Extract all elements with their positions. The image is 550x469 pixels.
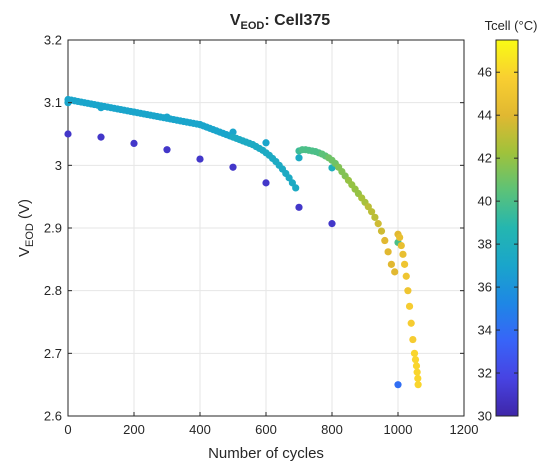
data-point xyxy=(394,381,402,389)
data-point xyxy=(404,287,412,295)
grid-lines xyxy=(68,40,464,416)
x-tick-label: 800 xyxy=(321,422,343,437)
data-point xyxy=(407,319,415,327)
data-point xyxy=(396,233,404,241)
data-point xyxy=(381,236,389,245)
title-suffix: : Cell375 xyxy=(264,12,330,29)
colorbar-tick-label: 46 xyxy=(478,65,492,80)
data-point xyxy=(328,220,336,228)
data-point xyxy=(387,260,395,268)
data-point xyxy=(411,356,420,364)
y-tick-label: 2.9 xyxy=(44,221,62,236)
title-main: V xyxy=(230,12,241,29)
colorbar-tick-label: 32 xyxy=(478,366,492,381)
x-tick-label: 1000 xyxy=(384,422,413,437)
data-point xyxy=(295,203,303,211)
data-point xyxy=(368,208,376,216)
y-label-suffix: (V) xyxy=(16,199,33,223)
data-point xyxy=(413,368,421,376)
colorbar-ticks: 30 32 34 36 38 40 42 44 46 xyxy=(478,65,518,424)
x-tick-label: 400 xyxy=(189,422,211,437)
data-point xyxy=(371,213,379,221)
data-point xyxy=(409,335,417,344)
x-axis-label: Number of cycles xyxy=(208,445,324,462)
data-points xyxy=(64,95,422,389)
data-point xyxy=(410,349,419,357)
y-tick-label: 3.2 xyxy=(44,33,62,48)
data-point xyxy=(262,139,270,147)
data-point xyxy=(64,130,72,138)
data-point xyxy=(391,268,399,276)
y-tick-label: 3 xyxy=(55,158,62,173)
y-tick-label: 2.7 xyxy=(44,346,62,361)
y-label-subscript: EOD xyxy=(24,223,36,247)
colorbar-label: Tcell (°C) xyxy=(485,18,538,33)
data-point xyxy=(414,381,422,389)
y-tick-label: 2.6 xyxy=(44,409,62,424)
y-tick-label: 2.8 xyxy=(44,283,62,298)
data-point xyxy=(196,155,204,163)
y-axis-label: VEOD (V) xyxy=(16,199,36,257)
title-subscript: EOD xyxy=(241,20,265,32)
x-tick-label: 1200 xyxy=(450,422,479,437)
x-tick-label: 0 xyxy=(64,422,71,437)
data-point xyxy=(414,374,422,382)
colorbar-tick-label: 34 xyxy=(478,323,492,338)
svg-text:VEOD: Cell375: VEOD: Cell375 xyxy=(230,12,330,32)
colorbar-gradient xyxy=(495,39,519,417)
x-axis-ticks: 0 200 400 600 800 1000 1200 xyxy=(64,40,478,437)
colorbar-tick-label: 42 xyxy=(478,151,492,166)
x-tick-label: 200 xyxy=(123,422,145,437)
data-point xyxy=(97,133,105,141)
data-point xyxy=(374,220,382,228)
colorbar: Tcell (°C) 30 32 34 36 38 40 42 44 46 xyxy=(478,18,538,424)
data-point xyxy=(397,241,405,250)
chart-title: VEOD: Cell375 xyxy=(230,12,330,32)
data-point xyxy=(405,302,414,310)
data-point xyxy=(163,146,171,154)
y-tick-label: 3.1 xyxy=(44,95,62,110)
data-point xyxy=(377,227,386,235)
data-point xyxy=(229,163,237,171)
x-tick-label: 600 xyxy=(255,422,277,437)
data-point xyxy=(412,362,421,370)
y-label-main: V xyxy=(16,247,33,257)
data-point xyxy=(130,139,138,147)
colorbar-tick-label: 36 xyxy=(478,280,492,295)
data-point xyxy=(262,179,270,187)
data-point xyxy=(399,250,407,258)
data-point xyxy=(295,154,303,162)
colorbar-tick-label: 38 xyxy=(478,237,492,252)
data-point xyxy=(384,248,392,256)
y-axis-ticks: 2.6 2.7 2.8 2.9 3 3.1 3.2 xyxy=(44,33,464,424)
data-point xyxy=(292,184,300,192)
colorbar-tick-label: 30 xyxy=(478,409,492,424)
colorbar-tick-label: 40 xyxy=(478,194,492,209)
data-point xyxy=(402,272,410,280)
data-point xyxy=(401,260,409,268)
colorbar-tick-label: 44 xyxy=(478,108,492,123)
